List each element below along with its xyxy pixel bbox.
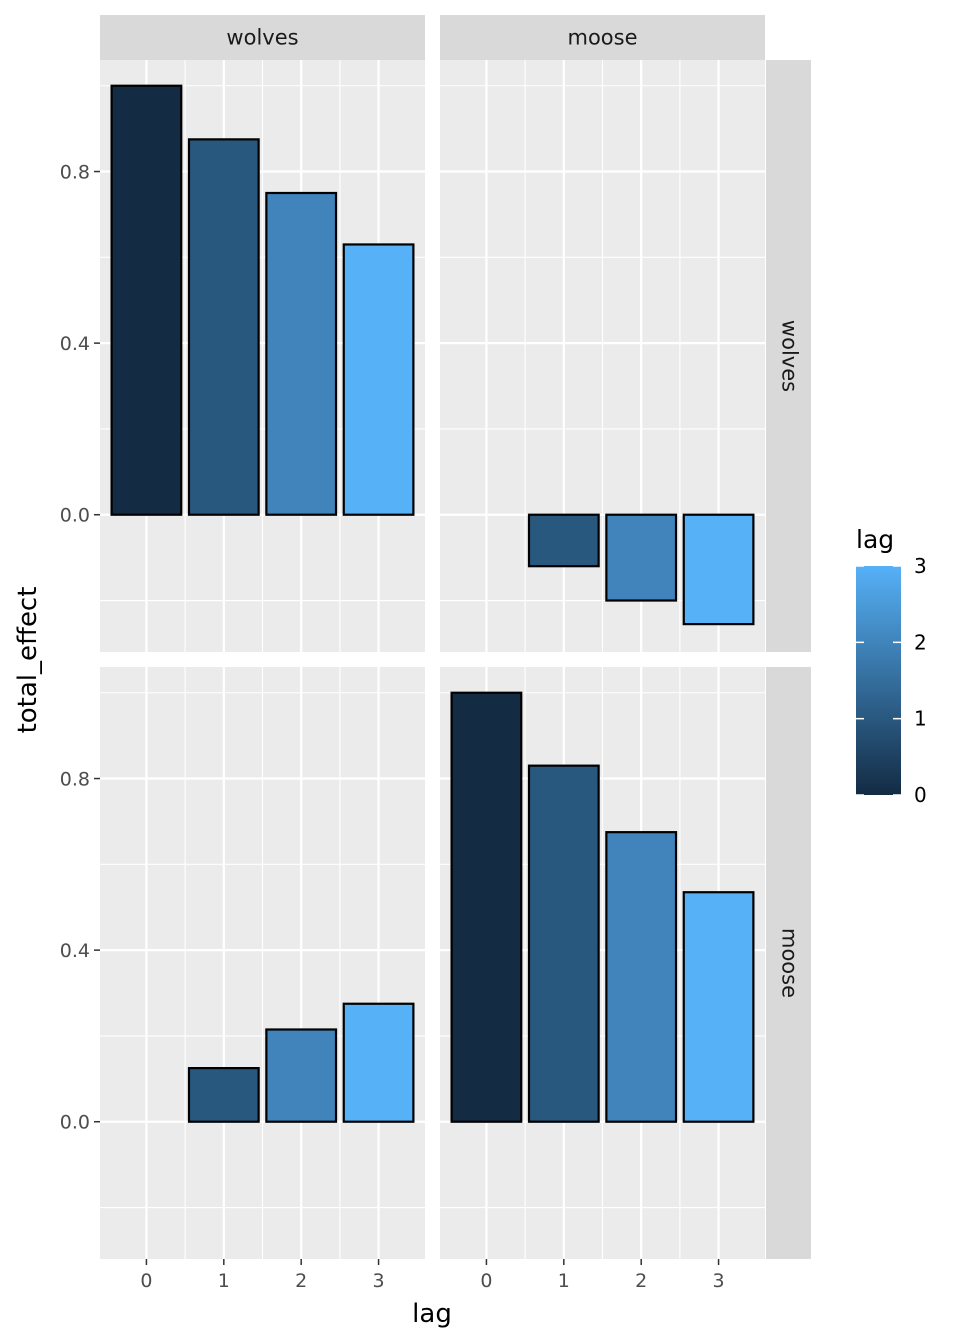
y-tick-label: 0.8 (60, 769, 90, 791)
legend-title: lag (856, 525, 894, 554)
row-strip-wolves (766, 60, 811, 652)
panel-wolves-moose-bar-lag-2 (605, 513, 678, 602)
panel-wolves-moose-bar-lag-3 (682, 513, 755, 626)
y-tick-label: 0.4 (60, 333, 90, 355)
row-strip-moose (766, 667, 811, 1259)
x-tick-label: 1 (558, 1270, 570, 1292)
column-strip-moose (440, 15, 765, 60)
legend-tick-label: 3 (914, 554, 927, 578)
panel-moose-moose-bar-lag-3 (682, 891, 755, 1123)
panel-wolves-wolves-bar-lag-2 (265, 191, 338, 516)
x-tick-label: 0 (480, 1270, 492, 1292)
panel-moose-wolves-bar-lag-1 (187, 1067, 260, 1123)
y-axis-title: total_effect (13, 587, 43, 734)
column-strip-label: moose (567, 26, 637, 50)
panel-wolves-wolves-bar-lag-3 (342, 243, 415, 516)
row-strip-label: moose (778, 928, 802, 998)
x-axis-title: lag (412, 1299, 452, 1329)
panel-wolves-wolves-bar-lag-0 (110, 84, 183, 516)
panel-moose-wolves-bar-lag-2 (265, 1028, 338, 1123)
legend-tick-label: 2 (914, 630, 927, 654)
row-strip-label: wolves (778, 320, 802, 392)
x-tick-label: 0 (140, 1270, 152, 1292)
x-tick-label: 2 (295, 1270, 307, 1292)
x-tick-label: 1 (218, 1270, 230, 1292)
legend-tick-label: 1 (914, 707, 927, 731)
column-strip-label: wolves (226, 26, 298, 50)
x-tick-label: 3 (373, 1270, 385, 1292)
x-tick-label: 2 (635, 1270, 647, 1292)
legend-colorbar (856, 566, 901, 795)
legend-tick-label: 0 (914, 783, 927, 807)
panel-wolves-moose-bar-lag-1 (527, 513, 600, 568)
y-tick-label: 0.0 (60, 505, 90, 527)
panel-moose-wolves-bar-lag-3 (342, 1002, 415, 1123)
panel-moose-moose-bar-lag-0 (450, 691, 523, 1123)
panel-moose-moose-bar-lag-1 (527, 764, 600, 1123)
y-tick-label: 0.8 (60, 162, 90, 184)
x-tick-label: 3 (713, 1270, 725, 1292)
panel-moose-moose-bar-lag-2 (605, 831, 678, 1123)
column-strip-wolves (100, 15, 425, 60)
y-tick-label: 0.0 (60, 1112, 90, 1134)
panel-wolves-wolves-bar-lag-1 (187, 138, 260, 516)
y-tick-label: 0.4 (60, 940, 90, 962)
